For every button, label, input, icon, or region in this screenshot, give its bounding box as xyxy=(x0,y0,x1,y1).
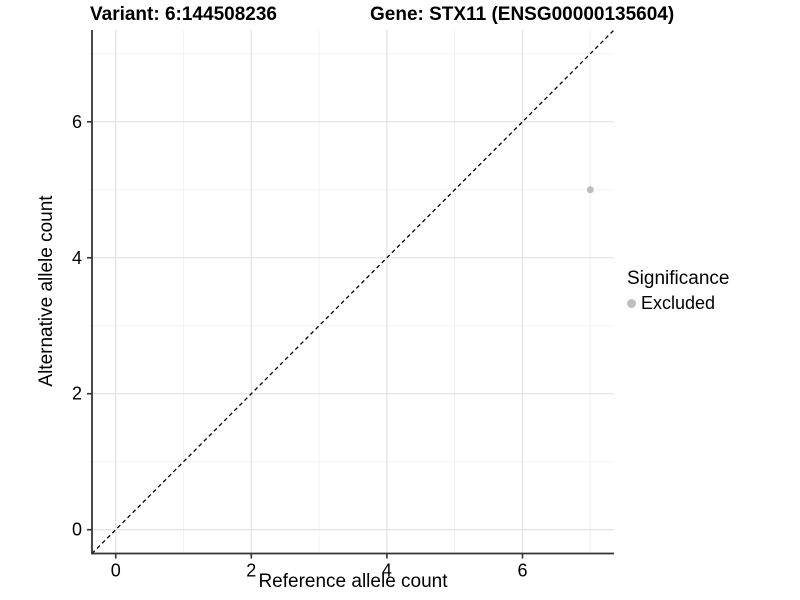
x-tick-label: 6 xyxy=(517,561,527,581)
legend-item-excluded: Excluded xyxy=(627,293,729,314)
y-axis-title: Alternative allele count xyxy=(36,195,57,387)
legend-title: Significance xyxy=(627,268,730,289)
x-tick-label: 4 xyxy=(382,561,392,581)
data-point-excluded xyxy=(586,186,594,194)
x-axis-title: Reference allele count xyxy=(258,571,448,592)
y-tick-label: 2 xyxy=(72,384,82,404)
plot-title-variant: Variant: 6:144508236 xyxy=(90,4,277,25)
legend-key-dot xyxy=(627,299,636,308)
y-tick-label: 0 xyxy=(72,520,82,540)
legend-item-label: Excluded xyxy=(641,293,716,313)
y-tick-label: 4 xyxy=(72,248,82,268)
plot-title-gene: Gene: STX11 (ENSG00000135604) xyxy=(370,4,675,25)
x-tick-label: 0 xyxy=(111,561,121,581)
legend: Significance Excluded xyxy=(627,268,729,314)
identity-dashed-line xyxy=(91,29,615,554)
x-tick-label: 2 xyxy=(246,561,256,581)
y-tick-label: 6 xyxy=(72,112,82,132)
